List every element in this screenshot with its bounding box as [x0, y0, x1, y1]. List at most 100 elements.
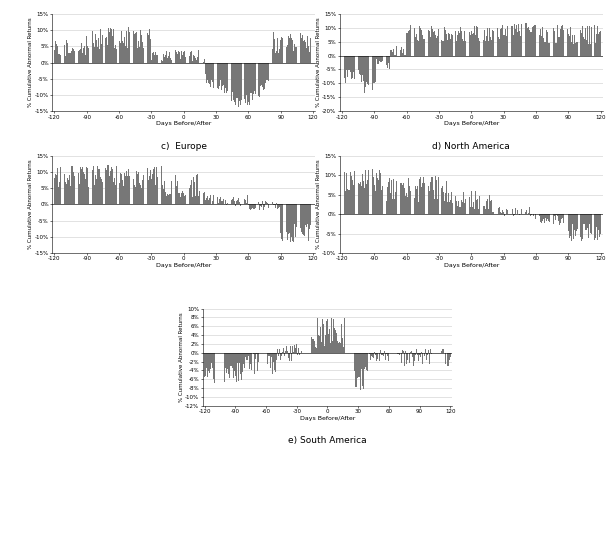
- Bar: [369, 353, 370, 354]
- Bar: [512, 26, 513, 56]
- Bar: [596, 214, 597, 227]
- Bar: [420, 353, 421, 356]
- Bar: [431, 177, 432, 214]
- Bar: [459, 207, 460, 214]
- Bar: [151, 179, 152, 204]
- Bar: [474, 26, 475, 56]
- Bar: [193, 177, 194, 204]
- Bar: [351, 176, 352, 214]
- Bar: [585, 28, 586, 56]
- Bar: [203, 193, 204, 204]
- Bar: [241, 353, 242, 380]
- Bar: [108, 28, 109, 62]
- Bar: [296, 344, 297, 353]
- Bar: [558, 37, 559, 56]
- Bar: [515, 208, 516, 214]
- Bar: [458, 201, 459, 214]
- Bar: [500, 29, 501, 56]
- Bar: [550, 214, 552, 215]
- Bar: [429, 191, 430, 214]
- Bar: [531, 214, 532, 215]
- Bar: [284, 353, 285, 356]
- Bar: [458, 31, 459, 56]
- Bar: [435, 353, 437, 365]
- Bar: [138, 172, 139, 204]
- Y-axis label: % Cumulative Abnormal Returns: % Cumulative Abnormal Returns: [28, 18, 33, 107]
- Bar: [487, 199, 488, 214]
- Bar: [221, 62, 222, 91]
- Bar: [200, 177, 201, 204]
- Bar: [445, 353, 446, 364]
- Bar: [404, 353, 405, 365]
- Bar: [517, 32, 518, 56]
- Bar: [256, 62, 258, 93]
- Bar: [426, 353, 427, 360]
- Bar: [523, 32, 525, 56]
- Bar: [273, 353, 274, 362]
- Bar: [364, 353, 365, 369]
- Bar: [146, 33, 148, 62]
- Bar: [349, 56, 350, 70]
- Bar: [125, 46, 126, 62]
- Bar: [424, 353, 425, 356]
- Bar: [375, 191, 376, 214]
- Bar: [249, 204, 250, 208]
- Bar: [270, 353, 271, 368]
- Bar: [362, 56, 363, 75]
- Bar: [399, 196, 400, 214]
- Bar: [324, 346, 325, 353]
- Bar: [487, 28, 488, 56]
- Bar: [160, 61, 161, 62]
- Bar: [167, 58, 168, 62]
- Bar: [463, 192, 464, 214]
- Bar: [92, 170, 93, 204]
- Bar: [252, 62, 253, 101]
- Bar: [587, 26, 588, 56]
- Bar: [123, 186, 124, 204]
- Bar: [249, 353, 250, 369]
- Bar: [557, 25, 558, 56]
- Bar: [351, 56, 352, 80]
- Bar: [261, 204, 262, 207]
- Bar: [320, 327, 321, 353]
- Bar: [242, 62, 244, 106]
- Bar: [381, 56, 383, 62]
- Bar: [438, 353, 440, 355]
- Bar: [563, 30, 565, 56]
- Bar: [90, 180, 92, 204]
- Bar: [173, 189, 175, 204]
- Bar: [368, 56, 370, 85]
- Bar: [197, 57, 198, 62]
- Bar: [423, 39, 424, 56]
- Bar: [293, 204, 294, 242]
- Bar: [151, 59, 152, 62]
- Bar: [488, 41, 489, 56]
- Bar: [108, 166, 109, 204]
- Bar: [519, 214, 520, 215]
- Bar: [447, 40, 448, 56]
- Bar: [277, 38, 278, 62]
- Bar: [311, 337, 312, 353]
- Bar: [116, 48, 117, 62]
- Bar: [429, 31, 430, 56]
- Bar: [139, 183, 140, 204]
- Bar: [186, 59, 188, 62]
- Bar: [244, 353, 245, 368]
- Bar: [361, 353, 362, 369]
- Bar: [409, 353, 410, 363]
- Bar: [462, 39, 463, 56]
- Bar: [485, 41, 486, 56]
- Bar: [250, 353, 251, 364]
- Bar: [427, 30, 429, 56]
- Bar: [474, 208, 475, 214]
- Bar: [514, 23, 515, 56]
- Bar: [95, 175, 96, 204]
- Bar: [184, 51, 185, 62]
- Bar: [150, 170, 151, 204]
- Bar: [219, 198, 220, 204]
- Bar: [220, 197, 221, 204]
- Bar: [358, 56, 359, 71]
- Bar: [448, 193, 449, 214]
- Bar: [82, 53, 83, 62]
- Bar: [82, 167, 83, 204]
